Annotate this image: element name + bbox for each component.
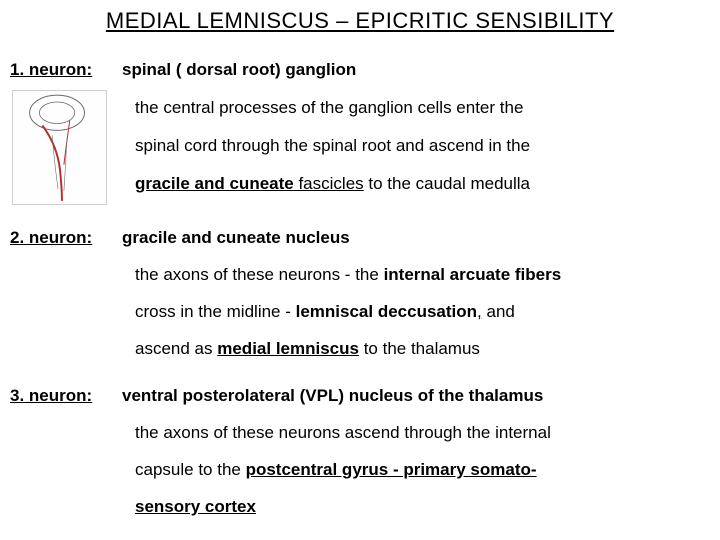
neuron-1-term: spinal ( dorsal root) ganglion <box>122 60 356 80</box>
neuron-2-line-2: ascend as medial lemniscus to the thalam… <box>135 339 480 359</box>
neuron-3-line-0: the axons of these neurons ascend throug… <box>135 423 551 443</box>
neuron-1-line-1: spinal cord through the spinal root and … <box>135 136 530 156</box>
neuron-3-line-1: capsule to the postcentral gyrus - prima… <box>135 460 537 480</box>
neuron-1-line-0: the central processes of the ganglion ce… <box>135 98 523 118</box>
neuron-1-label: 1. neuron: <box>10 60 92 80</box>
neuron-3-label: 3. neuron: <box>10 386 92 406</box>
neuron-3-term: ventral posterolateral (VPL) nucleus of … <box>122 386 543 406</box>
page-title: MEDIAL LEMNISCUS – EPICRITIC SENSIBILITY <box>0 0 720 48</box>
neuron-2-line-1: cross in the midline - lemniscal deccusa… <box>135 302 515 322</box>
neuron-2-term: gracile and cuneate nucleus <box>122 228 350 248</box>
anatomy-diagram <box>12 90 107 205</box>
neuron-1-line-2: gracile and cuneate fascicles to the cau… <box>135 174 530 194</box>
neuron-3-line-2: sensory cortex <box>135 497 256 517</box>
neuron-2-line-0: the axons of these neurons - the interna… <box>135 265 561 285</box>
neuron-2-label: 2. neuron: <box>10 228 92 248</box>
